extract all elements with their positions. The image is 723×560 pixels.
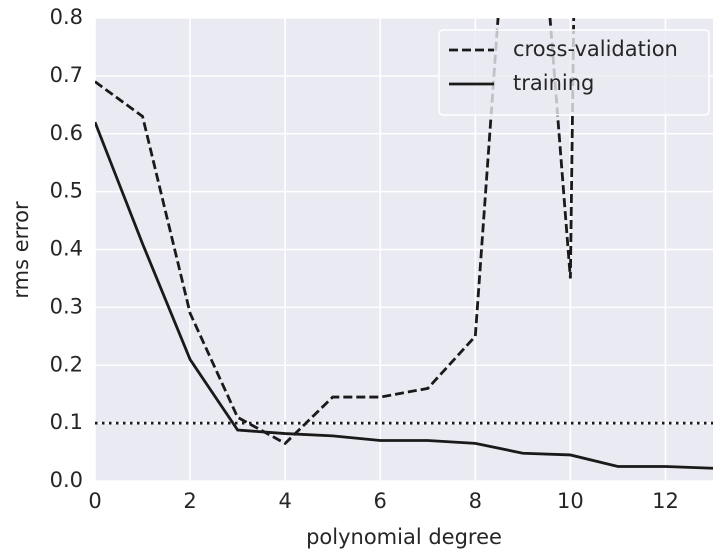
x-tick-label: 8 (469, 489, 482, 513)
x-axis-label: polynomial degree (306, 525, 502, 549)
y-axis-label: rms error (9, 201, 33, 299)
y-tick-label: 0.0 (50, 468, 83, 492)
y-tick-label: 0.3 (50, 294, 83, 318)
y-tick-label: 0.1 (50, 410, 83, 434)
y-tick-label: 0.2 (50, 352, 83, 376)
legend: cross-validation training (438, 29, 710, 116)
series-line (95, 18, 576, 446)
lines (95, 18, 713, 470)
x-tick-label: 0 (88, 489, 101, 513)
y-tick-label: 0.5 (50, 179, 83, 203)
series-line (95, 121, 713, 470)
legend-label: cross-validation (513, 37, 678, 61)
x-tick-label: 2 (183, 489, 196, 513)
x-tick-label: 12 (652, 489, 679, 513)
y-tick-label: 0.6 (50, 121, 83, 145)
legend-box (438, 29, 710, 116)
x-tick-label: 4 (278, 489, 291, 513)
x-tick-label: 6 (374, 489, 387, 513)
y-tick-label: 0.7 (50, 63, 83, 87)
legend-label: training (513, 71, 594, 95)
y-tick-label: 0.4 (50, 237, 83, 261)
x-tick-label: 10 (557, 489, 584, 513)
y-tick-label: 0.8 (50, 5, 83, 29)
